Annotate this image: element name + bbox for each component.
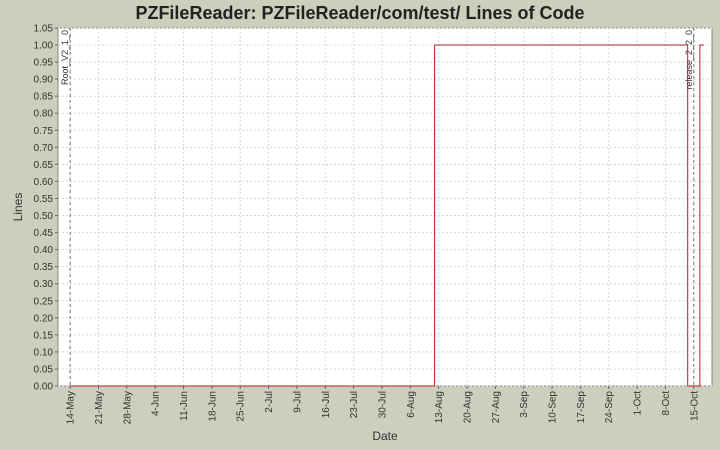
y-tick-label: 0.90: [34, 75, 54, 86]
x-tick-label: 21-May: [94, 391, 105, 424]
y-tick-label: 0.60: [34, 177, 54, 188]
y-tick-label: 0.25: [34, 296, 54, 307]
x-tick-label: 28-May: [122, 391, 133, 424]
y-tick-label: 0.95: [34, 58, 54, 69]
y-tick-label: 1.05: [34, 24, 54, 35]
y-tick-label: 0.10: [34, 347, 54, 358]
y-tick-label: 0.05: [34, 364, 54, 375]
y-tick-label: 0.75: [34, 126, 54, 137]
y-tick-label: 0.55: [34, 194, 54, 205]
marker-label: release_2_2_0: [684, 30, 694, 90]
x-tick-label: 24-Sep: [604, 391, 615, 424]
x-tick-label: 18-Jun: [207, 391, 218, 422]
x-tick-label: 9-Jul: [292, 391, 303, 413]
x-tick-label: 16-Jul: [321, 391, 332, 418]
x-tick-label: 4-Jun: [151, 391, 162, 416]
x-tick-label: 23-Jul: [349, 391, 360, 418]
x-tick-label: 1-Oct: [633, 391, 644, 416]
y-tick-label: 0.00: [34, 382, 54, 393]
y-tick-label: 0.50: [34, 211, 54, 222]
x-tick-label: 10-Sep: [548, 391, 559, 424]
x-tick-label: 2-Jul: [264, 391, 275, 413]
y-tick-label: 0.35: [34, 262, 54, 273]
x-tick-label: 11-Jun: [179, 391, 190, 421]
x-tick-label: 25-Jun: [236, 391, 247, 422]
y-axis-label: Lines: [11, 193, 25, 222]
y-tick-label: 0.30: [34, 279, 54, 290]
x-tick-label: 14-May: [66, 391, 77, 424]
x-tick-label: 17-Sep: [576, 391, 587, 424]
x-tick-label: 3-Sep: [519, 391, 530, 418]
y-tick-label: 0.15: [34, 330, 54, 341]
x-axis-label: Date: [372, 429, 398, 443]
chart-title: PZFileReader: PZFileReader/com/test/ Lin…: [135, 3, 584, 23]
x-tick-label: 27-Aug: [491, 391, 502, 423]
y-tick-label: 0.20: [34, 313, 54, 324]
x-tick-label: 6-Aug: [406, 391, 417, 418]
marker-label: Root_V2_1_0: [60, 30, 70, 85]
x-tick-label: 13-Aug: [434, 391, 445, 423]
x-tick-label: 20-Aug: [463, 391, 474, 423]
plot-area: [57, 27, 713, 387]
y-tick-label: 0.70: [34, 143, 54, 154]
y-tick-label: 1.00: [34, 41, 54, 52]
y-tick-label: 0.40: [34, 245, 54, 256]
x-tick-label: 30-Jul: [377, 391, 388, 418]
line-series: [70, 44, 704, 387]
y-tick-label: 0.80: [34, 109, 54, 120]
x-tick-label: 8-Oct: [661, 391, 672, 416]
y-tick-label: 0.85: [34, 92, 54, 103]
y-tick-label: 0.45: [34, 228, 54, 239]
x-tick-label: 15-Oct: [689, 391, 700, 421]
y-tick-label: 0.65: [34, 160, 54, 171]
